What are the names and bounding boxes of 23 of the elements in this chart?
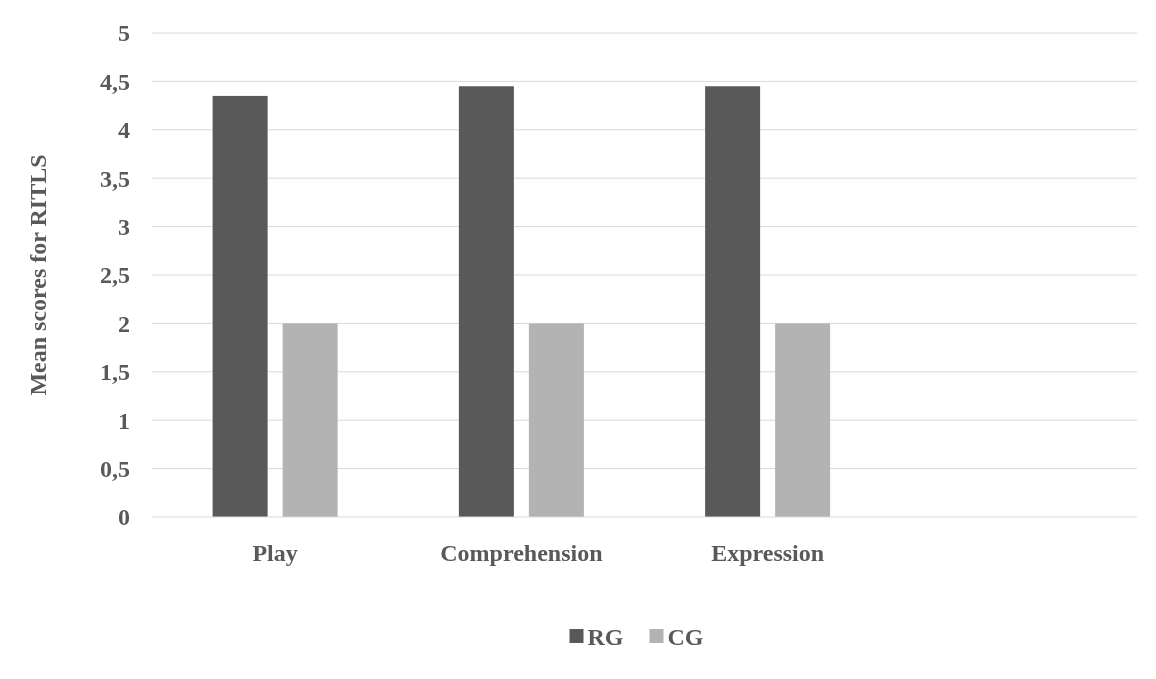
bar xyxy=(775,323,831,517)
y-tick-label: 3 xyxy=(118,214,130,240)
y-tick-label: 2,5 xyxy=(100,262,130,289)
x-tick-label: Play xyxy=(252,540,298,566)
bar xyxy=(212,95,268,517)
x-tick-label: Comprehension xyxy=(440,540,603,566)
y-tick-label: 5 xyxy=(118,20,130,47)
y-tick-label: 3,5 xyxy=(100,165,130,192)
y-tick-label: 2 xyxy=(118,310,130,337)
bar xyxy=(282,323,338,517)
bar xyxy=(458,86,514,517)
y-axis-title: Mean scores for RITLS xyxy=(25,154,51,396)
bar xyxy=(528,323,584,517)
bar xyxy=(705,86,761,517)
y-tick-label: 1,5 xyxy=(100,359,130,386)
x-tick-label: Expression xyxy=(711,540,825,566)
y-tick-label: 0 xyxy=(118,504,130,531)
legend-label: CG xyxy=(667,624,704,650)
y-tick-label: 4,5 xyxy=(100,68,130,95)
y-tick-label: 1 xyxy=(118,407,130,434)
y-tick-label: 4 xyxy=(118,117,130,144)
y-tick-label: 0,5 xyxy=(100,456,130,482)
legend-label: RG xyxy=(587,624,624,650)
